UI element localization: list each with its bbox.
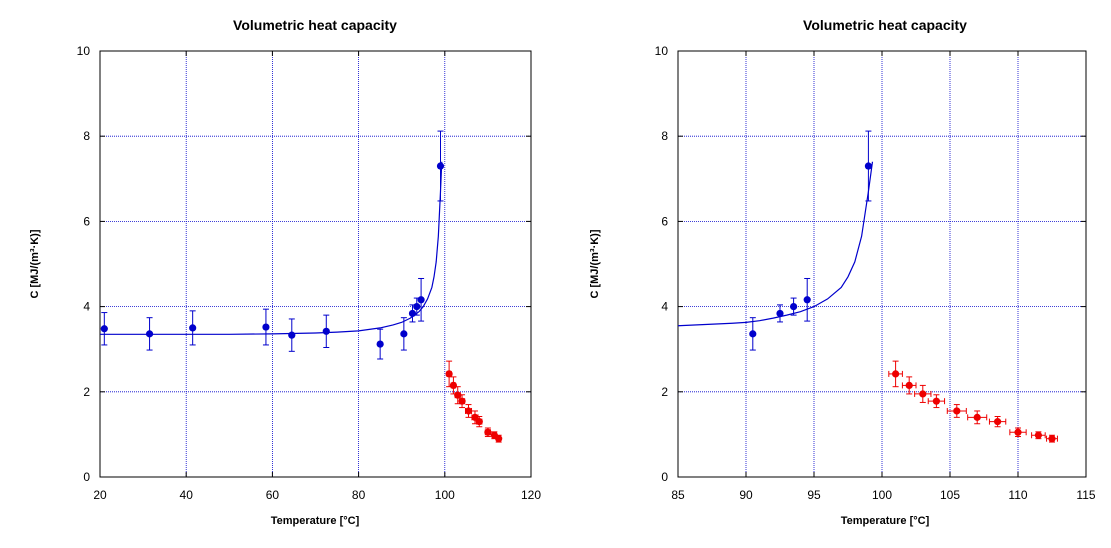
chart1-blue-series-point xyxy=(189,324,197,332)
chart1-blue-series-point xyxy=(322,327,330,335)
chart2-x-tick-label: 110 xyxy=(1008,488,1027,502)
chart1-y-tick-label: 4 xyxy=(83,300,90,314)
chart1-blue-series-point xyxy=(262,323,270,331)
chart1-red-series-point xyxy=(458,397,466,405)
chart1-blue-series-point xyxy=(288,331,296,339)
chart1-blue-series-point xyxy=(145,330,154,338)
chart2-blue-series-point xyxy=(749,330,757,338)
chart1-x-tick-label: 120 xyxy=(521,488,541,502)
chart1-blue-series-point xyxy=(413,303,421,311)
chart1-title: Volumetric heat capacity xyxy=(233,17,397,33)
chart2-y-tick-label: 8 xyxy=(661,129,668,143)
chart2-x-tick-label: 105 xyxy=(940,488,960,502)
chart2-y-tick-label: 6 xyxy=(661,214,668,228)
chart2-x-axis-label: Temperature [°C] xyxy=(841,515,930,527)
chart2-x-tick-label: 95 xyxy=(807,488,821,502)
chart2-red-series-point xyxy=(994,418,1002,426)
chart2-y-tick-label: 10 xyxy=(655,44,669,58)
chart1-y-axis-label: C [MJ/(m³·K)] xyxy=(29,229,41,298)
chart2-x-tick-label: 100 xyxy=(872,488,892,502)
chart2-title: Volumetric heat capacity xyxy=(803,17,967,33)
chart2-fit-curve xyxy=(677,161,874,327)
chart2-red-series-point xyxy=(932,397,941,405)
chart1-y-tick-label: 0 xyxy=(83,470,90,484)
chart2-red-series-point xyxy=(905,381,913,390)
chart2-red-series-point xyxy=(1048,435,1056,443)
chart1-y-tick-label: 6 xyxy=(83,214,90,228)
chart1-blue-series-point xyxy=(408,309,417,318)
chart1-red-series-point xyxy=(449,381,458,390)
chart1-blue-series-point xyxy=(400,330,408,338)
chart2-red-series-point xyxy=(892,370,900,378)
chart1-red-series-point xyxy=(475,418,483,426)
chart2-x-tick-label: 90 xyxy=(739,488,753,502)
chart1-x-tick-label: 100 xyxy=(435,488,455,502)
chart2-blue-series-point xyxy=(803,296,811,304)
chart1-blue-series-point xyxy=(100,325,108,333)
chart1-x-tick-label: 60 xyxy=(266,488,280,502)
chart1-y-tick-label: 2 xyxy=(83,385,90,399)
chart2-y-tick-label: 2 xyxy=(661,385,668,399)
chart1-y-tick-label: 8 xyxy=(83,129,90,143)
chart2-red-series-point xyxy=(919,390,927,398)
chart1-fit-curve xyxy=(100,161,443,335)
chart2-red-series-point xyxy=(973,413,981,421)
chart1-red-series-point xyxy=(464,407,473,415)
chart1-blue-series-point xyxy=(376,340,384,348)
chart2-y-tick-label: 4 xyxy=(661,300,668,314)
chart1-x-tick-label: 20 xyxy=(93,488,107,502)
chart1-red-series-point xyxy=(445,370,453,378)
chart1-plot-frame xyxy=(99,50,532,478)
chart2-red-series-point xyxy=(1014,428,1022,436)
chart2-blue-series-point xyxy=(776,309,784,318)
chart1-y-tick-label: 10 xyxy=(77,44,91,58)
chart1-blue-series-point xyxy=(417,296,425,304)
chart1-x-axis-label: Temperature [°C] xyxy=(271,515,360,527)
chart1-x-tick-label: 80 xyxy=(352,488,366,502)
chart1-red-series-point xyxy=(454,391,462,399)
chart2-blue-series-point xyxy=(790,303,798,311)
chart2-y-axis-label: C [MJ/(m³·K)] xyxy=(589,229,601,298)
chart2-red-series-point xyxy=(1034,431,1042,439)
chart2-x-tick-label: 115 xyxy=(1076,488,1095,502)
chart2-blue-series-point xyxy=(864,162,873,170)
chart2-y-tick-label: 0 xyxy=(661,470,668,484)
chart1-red-series-point xyxy=(495,435,503,443)
chart1-x-tick-label: 40 xyxy=(180,488,194,502)
chart2-red-series-point xyxy=(953,407,961,415)
chart2-x-tick-label: 85 xyxy=(671,488,685,502)
chart1-blue-series-point xyxy=(436,162,445,170)
chart1-red-series-point xyxy=(484,428,492,436)
